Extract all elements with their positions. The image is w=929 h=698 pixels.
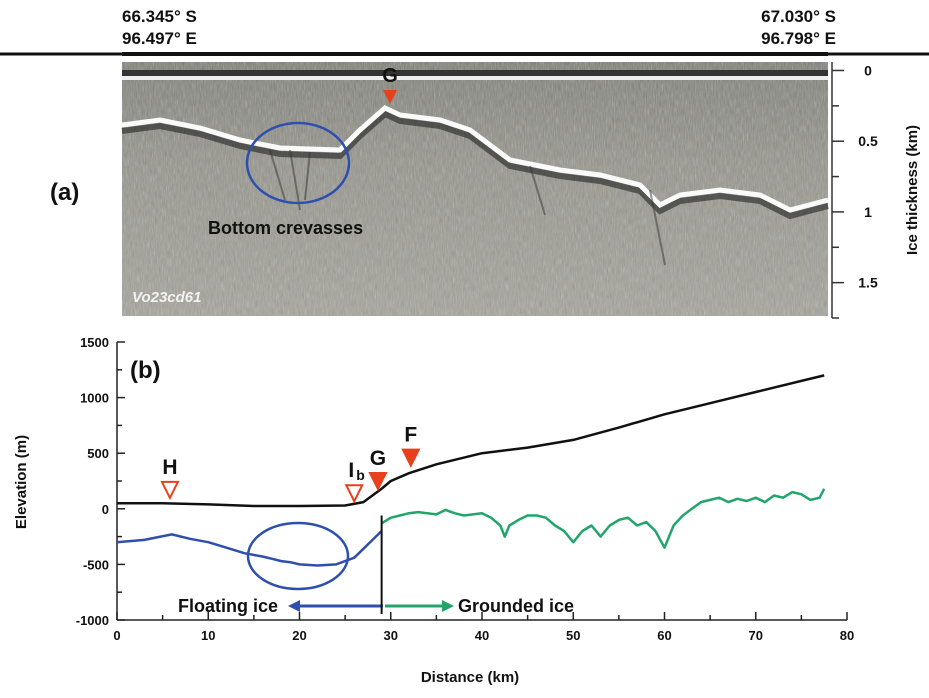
x-tick-label: 30 <box>384 628 398 643</box>
highlight-ellipse <box>246 521 350 591</box>
y-tick-label: 1500 <box>80 335 109 350</box>
marker-triangle <box>383 90 397 104</box>
marker <box>368 472 388 492</box>
panel-label: (b) <box>130 357 161 384</box>
marker <box>344 484 364 504</box>
y-axis-title: Ice thickness (km) <box>904 125 921 255</box>
y-tick-label: -500 <box>83 557 109 572</box>
x-tick-label: 80 <box>840 628 854 643</box>
x-tick-label: 70 <box>749 628 763 643</box>
coord-lat: 67.030° S <box>761 7 836 26</box>
y-tick-label: 0 <box>102 502 109 517</box>
marker-label: H <box>162 456 177 479</box>
y-tick-label: -1000 <box>76 613 109 628</box>
y-tick-label: 0 <box>864 62 872 78</box>
line-series <box>380 488 826 549</box>
region-label: Grounded ice <box>458 596 574 616</box>
panel-label: (a) <box>50 179 79 206</box>
annotation: Bottom crevasses <box>208 218 363 238</box>
y-tick-label: 1 <box>864 204 872 220</box>
image-label: Vo23cd61 <box>132 289 202 306</box>
x-tick-label: 10 <box>201 628 215 643</box>
marker-label: F <box>404 424 417 447</box>
line-series <box>117 374 825 508</box>
y-tick-label: 1000 <box>80 391 109 406</box>
coord-lon: 96.798° E <box>761 29 836 48</box>
y-tick-label: 1.5 <box>858 275 878 291</box>
marker-label: I <box>348 459 354 482</box>
marker-label: G <box>370 447 386 470</box>
x-tick-label: 50 <box>566 628 580 643</box>
annotation: G <box>382 65 398 87</box>
y-axis-title: Elevation (m) <box>13 435 30 529</box>
x-tick-label: 20 <box>292 628 306 643</box>
highlight-ellipse <box>245 121 351 205</box>
arrow-head <box>288 600 300 612</box>
arrow-head <box>442 600 454 612</box>
marker <box>160 480 180 501</box>
marker-label-sub: b <box>356 467 365 483</box>
coord-lon: 96.497° E <box>122 29 197 48</box>
marker <box>401 448 421 468</box>
coord-lat: 66.345° S <box>122 7 197 26</box>
x-tick-label: 0 <box>113 628 120 643</box>
top-border <box>122 52 828 56</box>
radargram <box>121 62 829 316</box>
y-tick-label: 500 <box>87 446 109 461</box>
y-tick-label: 0.5 <box>858 133 878 149</box>
region-label: Floating ice <box>178 596 278 616</box>
x-tick-label: 60 <box>657 628 671 643</box>
x-axis-title: Distance (km) <box>421 669 519 686</box>
line-series <box>116 530 383 567</box>
x-tick-label: 40 <box>475 628 489 643</box>
